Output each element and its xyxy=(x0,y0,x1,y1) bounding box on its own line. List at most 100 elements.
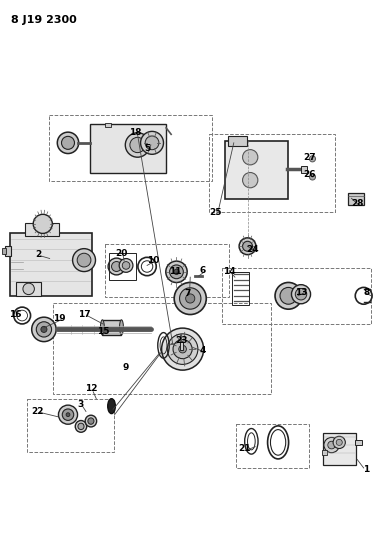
Circle shape xyxy=(57,132,79,154)
Bar xyxy=(2,248,6,254)
Circle shape xyxy=(243,241,253,251)
Bar xyxy=(225,141,288,199)
Bar xyxy=(228,136,247,146)
Circle shape xyxy=(179,345,186,353)
Circle shape xyxy=(174,282,206,314)
Text: 4: 4 xyxy=(199,346,206,355)
Ellipse shape xyxy=(88,418,94,424)
Text: 13: 13 xyxy=(296,288,308,296)
Circle shape xyxy=(180,288,201,309)
Circle shape xyxy=(309,174,316,180)
Bar xyxy=(90,124,166,173)
Circle shape xyxy=(291,285,311,304)
Bar xyxy=(109,253,136,280)
Circle shape xyxy=(239,238,256,255)
Circle shape xyxy=(141,131,163,155)
Circle shape xyxy=(328,441,335,449)
Bar xyxy=(355,440,362,445)
Text: 17: 17 xyxy=(78,310,91,319)
Circle shape xyxy=(119,259,133,272)
Text: 6: 6 xyxy=(199,266,206,275)
Circle shape xyxy=(309,156,316,162)
Circle shape xyxy=(162,328,204,370)
Text: 22: 22 xyxy=(31,407,44,416)
Circle shape xyxy=(112,262,121,271)
Text: 5: 5 xyxy=(144,144,150,152)
Text: 7: 7 xyxy=(184,289,190,297)
Bar xyxy=(348,193,364,205)
Circle shape xyxy=(174,269,179,274)
Bar xyxy=(53,303,271,394)
Text: 11: 11 xyxy=(170,268,182,276)
Circle shape xyxy=(280,287,297,304)
Bar xyxy=(209,134,335,212)
Ellipse shape xyxy=(78,423,84,430)
Bar xyxy=(323,433,356,465)
Ellipse shape xyxy=(75,421,87,432)
Bar xyxy=(49,115,212,181)
Bar xyxy=(180,342,183,350)
Text: 8: 8 xyxy=(364,288,370,296)
Circle shape xyxy=(125,133,150,157)
Text: 3: 3 xyxy=(77,400,83,408)
Circle shape xyxy=(66,413,70,417)
Ellipse shape xyxy=(85,415,97,427)
Text: 19: 19 xyxy=(53,314,66,323)
Bar xyxy=(105,123,111,127)
Bar xyxy=(222,268,371,324)
Bar xyxy=(10,233,92,296)
Circle shape xyxy=(62,409,74,421)
Text: 27: 27 xyxy=(303,153,316,161)
Circle shape xyxy=(73,248,96,272)
Circle shape xyxy=(243,150,258,165)
Circle shape xyxy=(324,438,339,453)
Circle shape xyxy=(186,294,195,303)
Bar xyxy=(102,320,121,335)
Circle shape xyxy=(173,340,192,359)
Bar xyxy=(5,246,11,256)
Text: 18: 18 xyxy=(129,128,142,136)
Ellipse shape xyxy=(100,320,104,335)
Circle shape xyxy=(166,261,187,282)
Text: 12: 12 xyxy=(85,384,97,392)
Text: 15: 15 xyxy=(97,327,109,336)
Bar xyxy=(301,166,307,173)
Text: 16: 16 xyxy=(9,310,21,319)
Ellipse shape xyxy=(108,399,115,414)
Bar xyxy=(232,272,249,305)
Bar xyxy=(322,450,327,455)
Text: 25: 25 xyxy=(210,208,222,216)
Bar xyxy=(25,223,59,236)
Circle shape xyxy=(58,405,78,424)
Circle shape xyxy=(295,288,307,300)
Circle shape xyxy=(170,265,183,279)
Text: 24: 24 xyxy=(246,245,259,254)
Circle shape xyxy=(33,214,52,233)
Circle shape xyxy=(36,322,52,337)
Circle shape xyxy=(145,136,159,150)
Text: 9: 9 xyxy=(123,364,129,372)
Text: 2: 2 xyxy=(35,251,41,259)
Text: 20: 20 xyxy=(115,249,128,257)
Circle shape xyxy=(41,326,47,333)
Circle shape xyxy=(130,138,145,152)
Circle shape xyxy=(23,283,34,295)
Bar xyxy=(236,424,309,468)
Circle shape xyxy=(122,262,130,269)
Circle shape xyxy=(243,173,258,188)
Circle shape xyxy=(275,282,302,309)
Text: 26: 26 xyxy=(303,171,316,179)
Text: 28: 28 xyxy=(351,199,363,208)
Text: 10: 10 xyxy=(147,256,159,264)
Circle shape xyxy=(32,317,56,342)
Bar xyxy=(16,282,41,296)
Text: 21: 21 xyxy=(238,445,251,453)
Circle shape xyxy=(108,258,125,275)
Circle shape xyxy=(167,334,198,365)
Circle shape xyxy=(77,253,91,267)
Bar xyxy=(27,399,114,452)
Ellipse shape xyxy=(120,320,123,335)
Text: 23: 23 xyxy=(175,336,188,344)
Bar xyxy=(105,244,229,297)
Circle shape xyxy=(336,439,342,446)
